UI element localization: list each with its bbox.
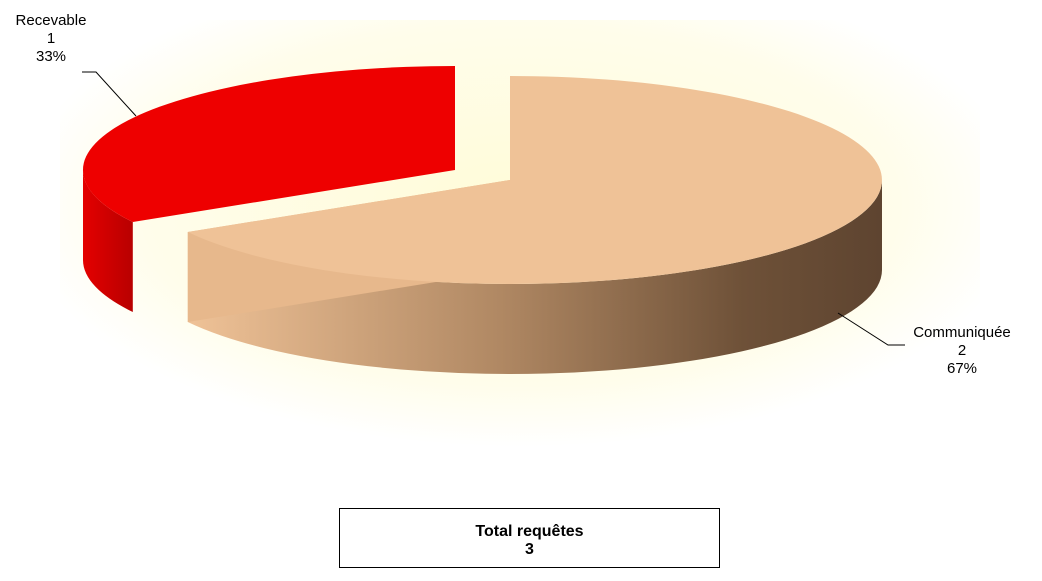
slice-communiqu-e [187,76,883,375]
slice-value-communiquee: 2 [957,342,967,359]
total-requests-box: Total requêtes 3 [339,508,720,568]
leader-line-recevable [82,71,137,117]
total-requests-title: Total requêtes [475,523,584,540]
leader-line-communiquee [837,312,905,346]
leader-lines [82,71,905,346]
slices-layer [82,65,883,375]
slice-percent-communiquee: 67% [946,360,978,377]
slice-recevable [82,65,456,312]
slice-name-recevable: Recevable [15,12,87,29]
slice-label-recevable: Recevable 1 33% [6,12,96,66]
total-requests-value: 3 [525,541,534,558]
slice-side-communiqu-e [187,180,883,375]
slice-name-communiquee: Communiquée [913,324,1011,341]
slice-top-communiqu-e [187,76,882,284]
slice-label-communiquee: Communiquée 2 67% [902,324,1022,378]
slice-side-recevable [82,170,133,312]
slice-top-recevable [82,65,456,222]
slice-value-recevable: 1 [46,30,56,47]
slice-percent-recevable: 33% [35,48,67,65]
